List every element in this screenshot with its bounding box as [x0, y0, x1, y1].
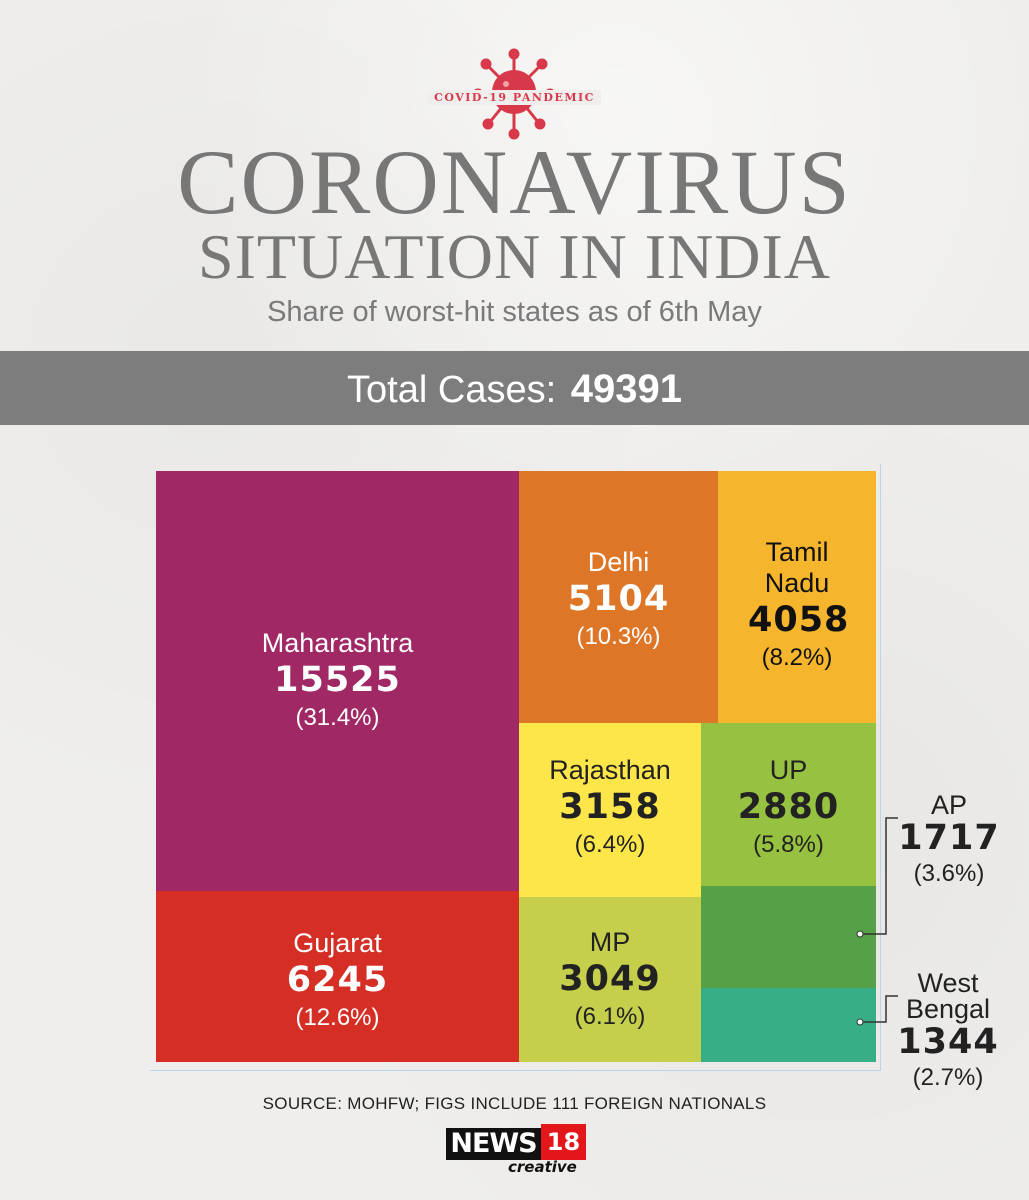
title-line-1: CORONAVIRUS	[177, 131, 852, 233]
chart-frame	[150, 464, 881, 1071]
logo-creative-text: creative	[508, 1158, 577, 1176]
case-share: (3.6%)	[913, 860, 985, 887]
news18-logo: NEWS 18 creative	[446, 1124, 594, 1180]
title-line-2: SITUATION IN INDIA	[198, 221, 831, 292]
case-count: 1717	[898, 818, 1000, 858]
state-name: West Bengal	[905, 968, 991, 1024]
total-cases-label: Total Cases:	[347, 369, 557, 411]
total-cases-value: 49391	[570, 367, 682, 411]
source-note: SOURCE: MOHFW; FIGS INCLUDE 111 FOREIGN …	[262, 1094, 767, 1113]
state-name: AP	[930, 790, 968, 820]
case-count: 1344	[897, 1022, 999, 1062]
subtitle: Share of worst-hit states as of 6th May	[267, 296, 762, 328]
kicker-label: COVID-19 PANDEMIC	[428, 90, 601, 105]
logo-news-text: NEWS	[446, 1128, 541, 1160]
total-cases-banner: Total Cases: 49391	[0, 351, 1029, 425]
treemap-label-ap: AP 1717 (3.6%)	[894, 792, 1004, 890]
treemap-label-west-bengal: West Bengal 1344 (2.7%)	[886, 970, 1010, 1094]
case-share: (2.7%)	[912, 1064, 984, 1091]
logo-18-badge: 18	[541, 1124, 586, 1160]
